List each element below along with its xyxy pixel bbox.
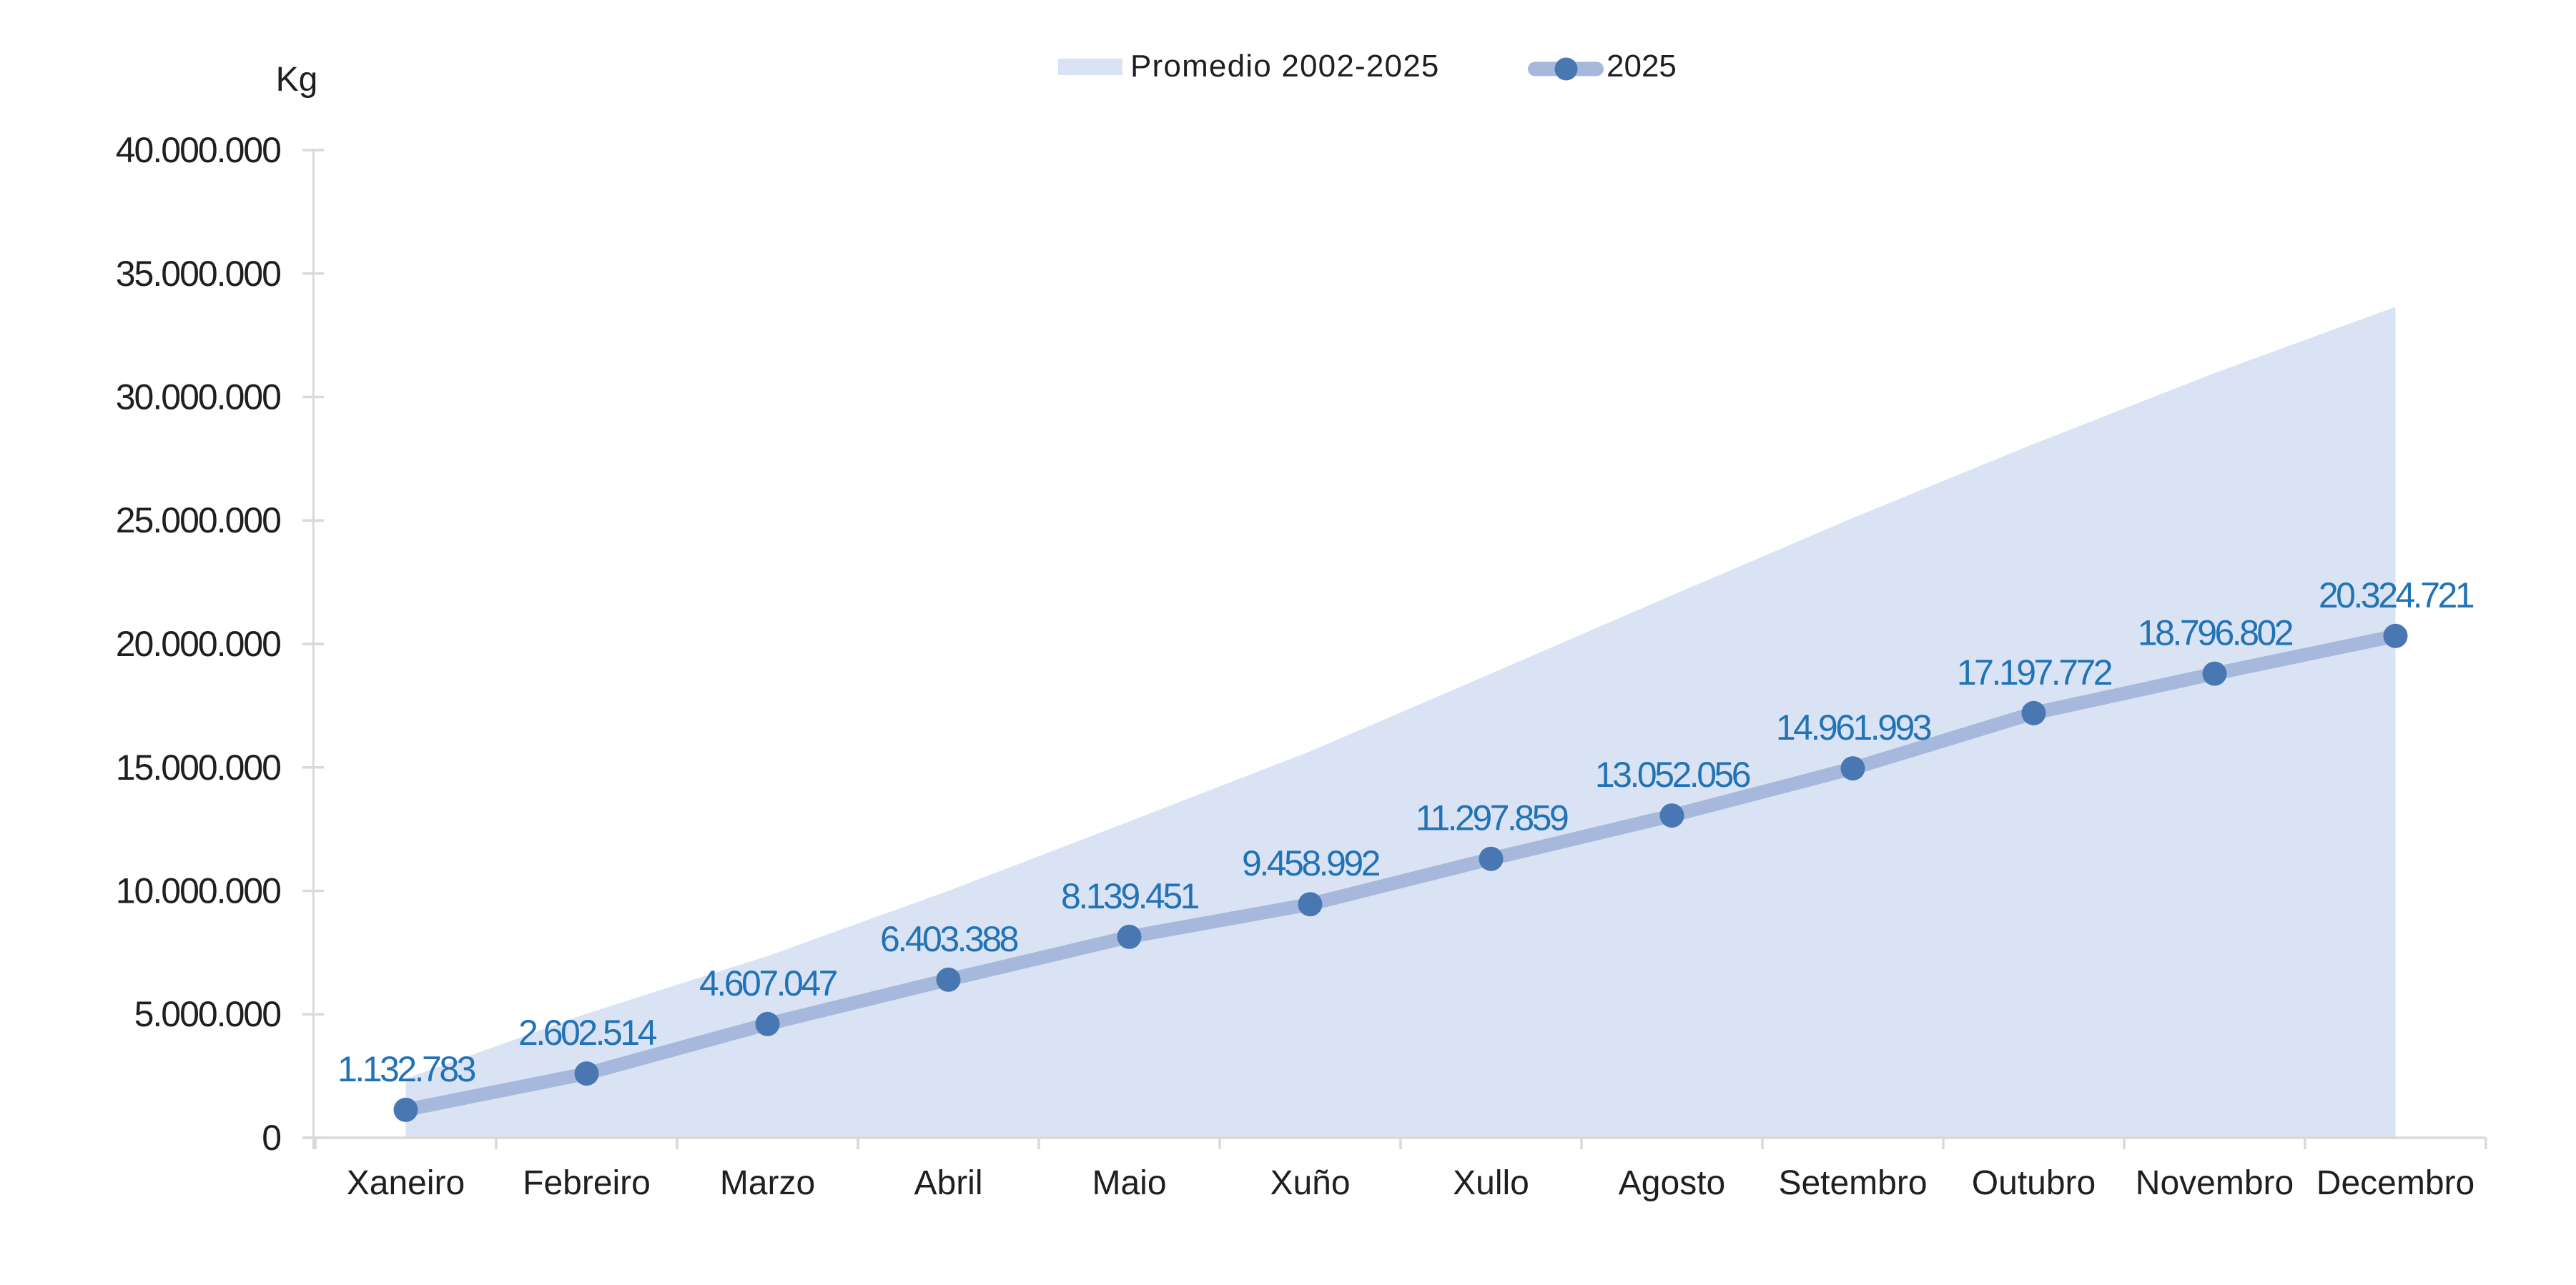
svg-text:6.403.388: 6.403.388 [880,919,1018,959]
svg-text:Marzo: Marzo [720,1164,815,1202]
svg-text:Xullo: Xullo [1453,1164,1529,1202]
svg-text:Outubro: Outubro [1972,1164,2096,1202]
svg-text:10.000.000: 10.000.000 [116,871,280,911]
svg-text:Abril: Abril [914,1164,982,1202]
svg-text:5.000.000: 5.000.000 [134,994,281,1034]
svg-text:Decembro: Decembro [2316,1164,2474,1202]
svg-text:1.132.783: 1.132.783 [337,1049,475,1089]
svg-text:40.000.000: 40.000.000 [116,130,280,170]
svg-text:Setembro: Setembro [1778,1164,1927,1202]
svg-text:20.000.000: 20.000.000 [116,624,280,664]
svg-text:14.961.993: 14.961.993 [1776,708,1931,748]
svg-text:9.458.992: 9.458.992 [1242,843,1380,883]
svg-text:0: 0 [262,1118,280,1158]
svg-text:2.602.514: 2.602.514 [518,1013,657,1053]
svg-text:18.796.802: 18.796.802 [2138,613,2293,653]
svg-text:4.607.047: 4.607.047 [699,963,837,1003]
svg-text:Xaneiro: Xaneiro [347,1164,465,1202]
svg-text:20.324.721: 20.324.721 [2319,575,2474,615]
svg-text:Promedio 2002-2025: Promedio 2002-2025 [1130,49,1440,84]
svg-text:Maio: Maio [1092,1164,1166,1202]
svg-text:13.052.056: 13.052.056 [1595,755,1750,795]
svg-text:Agosto: Agosto [1619,1164,1725,1202]
svg-text:11.297.859: 11.297.859 [1416,798,1568,838]
svg-text:Xuño: Xuño [1270,1164,1350,1202]
svg-text:2025: 2025 [1607,49,1677,84]
svg-text:25.000.000: 25.000.000 [116,500,280,540]
svg-text:Novembro: Novembro [2136,1164,2294,1202]
svg-text:Febreiro: Febreiro [523,1164,651,1202]
svg-text:17.197.772: 17.197.772 [1957,653,2112,693]
svg-text:Kg: Kg [276,61,318,99]
svg-text:35.000.000: 35.000.000 [116,254,280,294]
svg-text:15.000.000: 15.000.000 [116,748,280,788]
svg-text:8.139.451: 8.139.451 [1061,876,1199,916]
svg-text:30.000.000: 30.000.000 [116,377,280,417]
